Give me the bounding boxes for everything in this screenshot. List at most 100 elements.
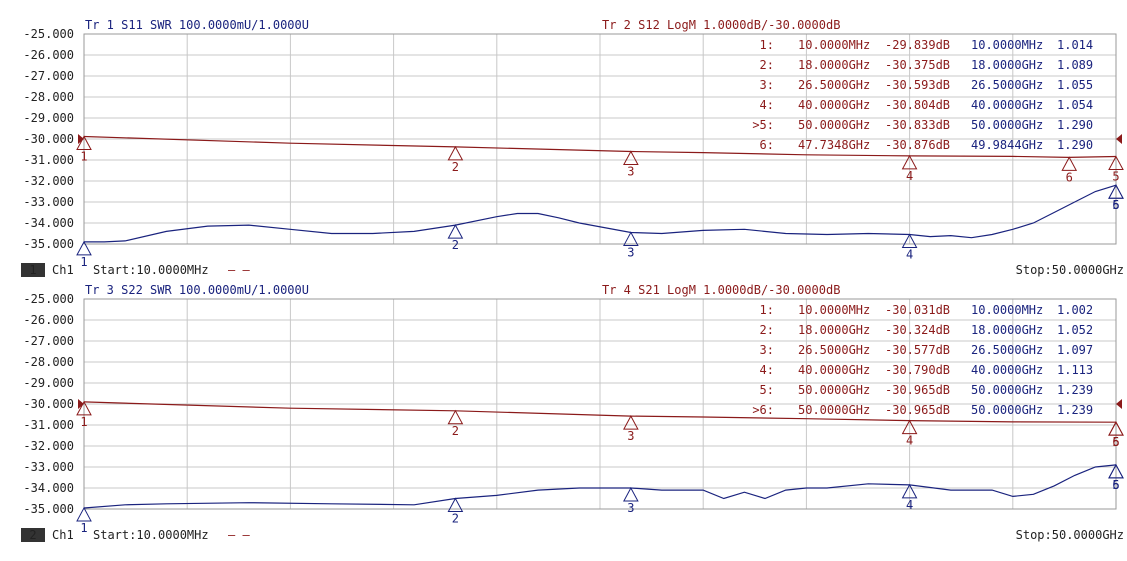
marker-triangle bbox=[1061, 156, 1078, 171]
marker-label: 4 bbox=[906, 248, 913, 262]
marker-table-index: >6: bbox=[752, 403, 774, 417]
marker-table-value-right: 1.239 bbox=[1057, 403, 1093, 417]
marker-table-index: >5: bbox=[752, 118, 774, 132]
ref-level-arrow-left bbox=[78, 399, 84, 409]
marker-table-value-left: -30.876dB bbox=[885, 138, 950, 152]
start-frequency: Start:10.0000MHz bbox=[93, 263, 209, 277]
marker-table-value-left: -30.965dB bbox=[885, 403, 950, 417]
marker-label: 2 bbox=[452, 160, 459, 174]
marker-table-freq-right: 10.0000MHz bbox=[971, 303, 1043, 317]
marker-table-value-right: 1.113 bbox=[1057, 363, 1093, 377]
marker-table-freq-left: 26.5000GHz bbox=[798, 78, 870, 92]
y-tick-label: -30.000 bbox=[23, 397, 74, 411]
marker-label: 4 bbox=[906, 169, 913, 183]
marker-table-freq-left: 10.0000MHz bbox=[798, 303, 870, 317]
marker-table-index: 3: bbox=[760, 78, 774, 92]
marker-triangle bbox=[447, 409, 464, 425]
marker-table-freq-right: 40.0000GHz bbox=[971, 98, 1043, 112]
y-tick-label: -35.000 bbox=[23, 502, 74, 516]
marker-table-freq-right: 26.5000GHz bbox=[971, 78, 1043, 92]
y-tick-label: -26.000 bbox=[23, 313, 74, 327]
series-line-S12 bbox=[83, 135, 1117, 159]
marker-label: 5 bbox=[1112, 198, 1119, 212]
marker-label: 1 bbox=[80, 521, 87, 535]
marker-table-freq-right: 50.0000GHz bbox=[971, 403, 1043, 417]
marker-table-value-left: -30.324dB bbox=[885, 323, 950, 337]
channel-number: 1 bbox=[29, 263, 36, 277]
marker-table-value-left: -30.375dB bbox=[885, 58, 950, 72]
trace-header-red: Tr 4 S21 LogM 1.0000dB/-30.0000dB bbox=[602, 283, 840, 297]
y-tick-label: -27.000 bbox=[23, 69, 74, 83]
marker-label: 1 bbox=[80, 149, 87, 163]
marker-triangle bbox=[901, 154, 918, 170]
y-tick-label: -32.000 bbox=[23, 439, 74, 453]
marker-table-index: 3: bbox=[760, 343, 774, 357]
marker-table-value-right: 1.014 bbox=[1057, 38, 1093, 52]
series-line-S11 bbox=[84, 184, 1117, 243]
y-tick-label: -29.000 bbox=[23, 376, 74, 390]
y-tick-label: -28.000 bbox=[23, 90, 74, 104]
marker-triangle bbox=[1108, 463, 1124, 479]
marker-table-value-right: 1.055 bbox=[1057, 78, 1093, 92]
marker-table-index: 1: bbox=[760, 38, 774, 52]
marker-label: 5 bbox=[1112, 169, 1119, 183]
marker-label: 2 bbox=[452, 238, 459, 252]
marker-triangle bbox=[1108, 155, 1124, 170]
marker-triangle bbox=[76, 240, 92, 256]
marker-triangle bbox=[1108, 184, 1124, 199]
y-tick-label: -34.000 bbox=[23, 481, 74, 495]
marker-table-index: 4: bbox=[760, 98, 774, 112]
y-tick-label: -34.000 bbox=[23, 216, 74, 230]
marker-table-value-right: 1.002 bbox=[1057, 303, 1093, 317]
y-tick-label: -33.000 bbox=[23, 195, 74, 209]
marker-label: 1 bbox=[80, 415, 87, 429]
legend-dash: — — bbox=[228, 528, 250, 542]
marker-label: 6 bbox=[1112, 435, 1119, 449]
marker-label: 6 bbox=[1066, 170, 1073, 184]
marker-table-freq-left: 40.0000GHz bbox=[798, 363, 870, 377]
y-tick-label: -28.000 bbox=[23, 355, 74, 369]
marker-table-value-left: -30.593dB bbox=[885, 78, 950, 92]
chart-panel-1: -25.000 -26.000 -27.000 -28.000 -29.000 -30.0… bbox=[21, 18, 1124, 277]
marker-triangle bbox=[76, 135, 92, 150]
marker-label: 2 bbox=[452, 424, 459, 438]
marker-label: 5 bbox=[1112, 478, 1119, 492]
marker-label: 3 bbox=[627, 501, 634, 515]
marker-table-value-right: 1.097 bbox=[1057, 343, 1093, 357]
marker-table-index: 5: bbox=[760, 383, 774, 397]
marker-table-index: 4: bbox=[760, 363, 774, 377]
ref-level-arrow-left bbox=[78, 134, 84, 144]
marker-table-value-left: -30.577dB bbox=[885, 343, 950, 357]
marker-table-value-right: 1.089 bbox=[1057, 58, 1093, 72]
marker-table-freq-right: 49.9844GHz bbox=[971, 138, 1043, 152]
marker-triangle bbox=[623, 486, 639, 502]
marker-table-value-left: -30.790dB bbox=[885, 363, 950, 377]
marker-table-freq-right: 18.0000GHz bbox=[971, 58, 1043, 72]
marker-table-freq-left: 50.0000GHz bbox=[798, 383, 870, 397]
marker-table-freq-right: 10.0000MHz bbox=[971, 38, 1043, 52]
marker-label: 3 bbox=[627, 429, 634, 443]
y-tick-label: -26.000 bbox=[23, 48, 74, 62]
marker-label: 2 bbox=[452, 512, 459, 526]
marker-table-index: 2: bbox=[760, 323, 774, 337]
marker-table-freq-right: 50.0000GHz bbox=[971, 118, 1043, 132]
stop-frequency: Stop:50.0000GHz bbox=[1016, 528, 1124, 542]
marker-table-freq-left: 50.0000GHz bbox=[798, 118, 870, 132]
marker-table-value-right: 1.239 bbox=[1057, 383, 1093, 397]
start-frequency: Start:10.0000MHz bbox=[93, 528, 209, 542]
chart-panel-2: -25.000 -26.000 -27.000 -28.000 -29.000 -30.0… bbox=[21, 283, 1124, 542]
marker-triangle bbox=[901, 483, 918, 499]
marker-table-value-left: -30.965dB bbox=[885, 383, 950, 397]
marker-table-value-left: -29.839dB bbox=[885, 38, 950, 52]
marker-table-index: 2: bbox=[760, 58, 774, 72]
y-tick-label: -30.000 bbox=[23, 132, 74, 146]
trace-header-blue: Tr 3 S22 SWR 100.0000mU/1.0000U bbox=[85, 283, 309, 297]
marker-table-value-left: -30.031dB bbox=[885, 303, 950, 317]
marker-triangle bbox=[623, 150, 639, 165]
series-line-S22 bbox=[83, 464, 1117, 509]
marker-table-freq-left: 26.5000GHz bbox=[798, 343, 870, 357]
marker-table-value-right: 1.052 bbox=[1057, 323, 1093, 337]
channel-number-box bbox=[21, 263, 45, 277]
marker-triangle bbox=[623, 415, 639, 430]
